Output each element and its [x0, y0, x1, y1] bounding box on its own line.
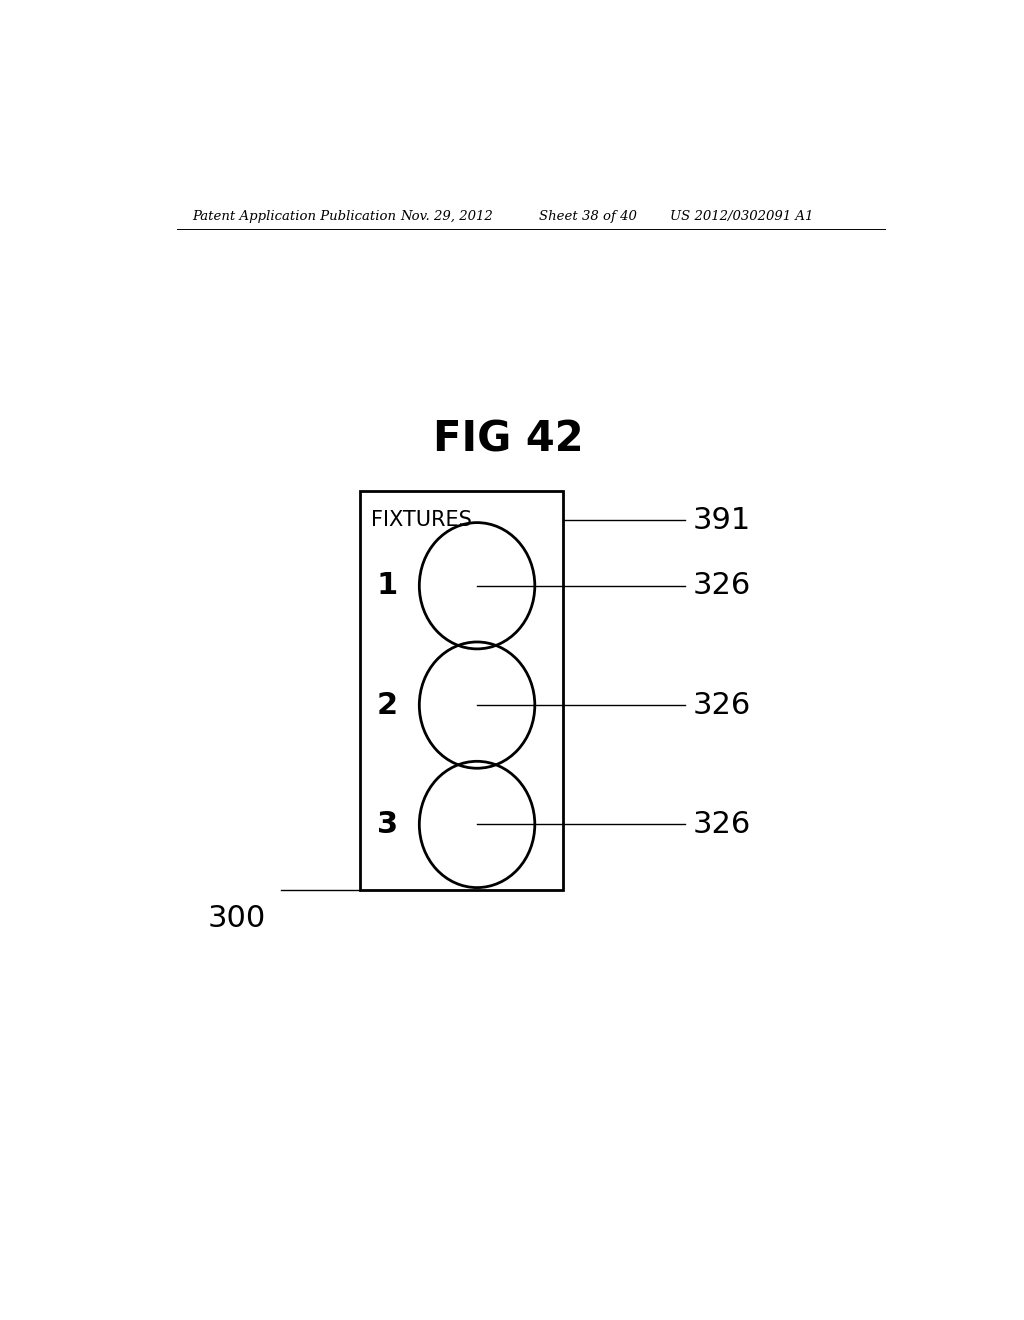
Text: 326: 326 — [692, 690, 751, 719]
Text: 300: 300 — [208, 904, 266, 933]
Text: FIG 42: FIG 42 — [432, 418, 584, 461]
Text: 2: 2 — [377, 690, 398, 719]
Text: 391: 391 — [692, 506, 751, 535]
Bar — [360, 491, 563, 890]
Text: 1: 1 — [377, 572, 398, 601]
Text: 326: 326 — [692, 810, 751, 840]
Text: 3: 3 — [377, 810, 398, 840]
Text: Sheet 38 of 40: Sheet 38 of 40 — [539, 210, 637, 223]
Text: Patent Application Publication: Patent Application Publication — [193, 210, 396, 223]
Text: US 2012/0302091 A1: US 2012/0302091 A1 — [670, 210, 813, 223]
Text: Nov. 29, 2012: Nov. 29, 2012 — [400, 210, 493, 223]
Text: FIXTURES: FIXTURES — [371, 511, 472, 531]
Text: 326: 326 — [692, 572, 751, 601]
